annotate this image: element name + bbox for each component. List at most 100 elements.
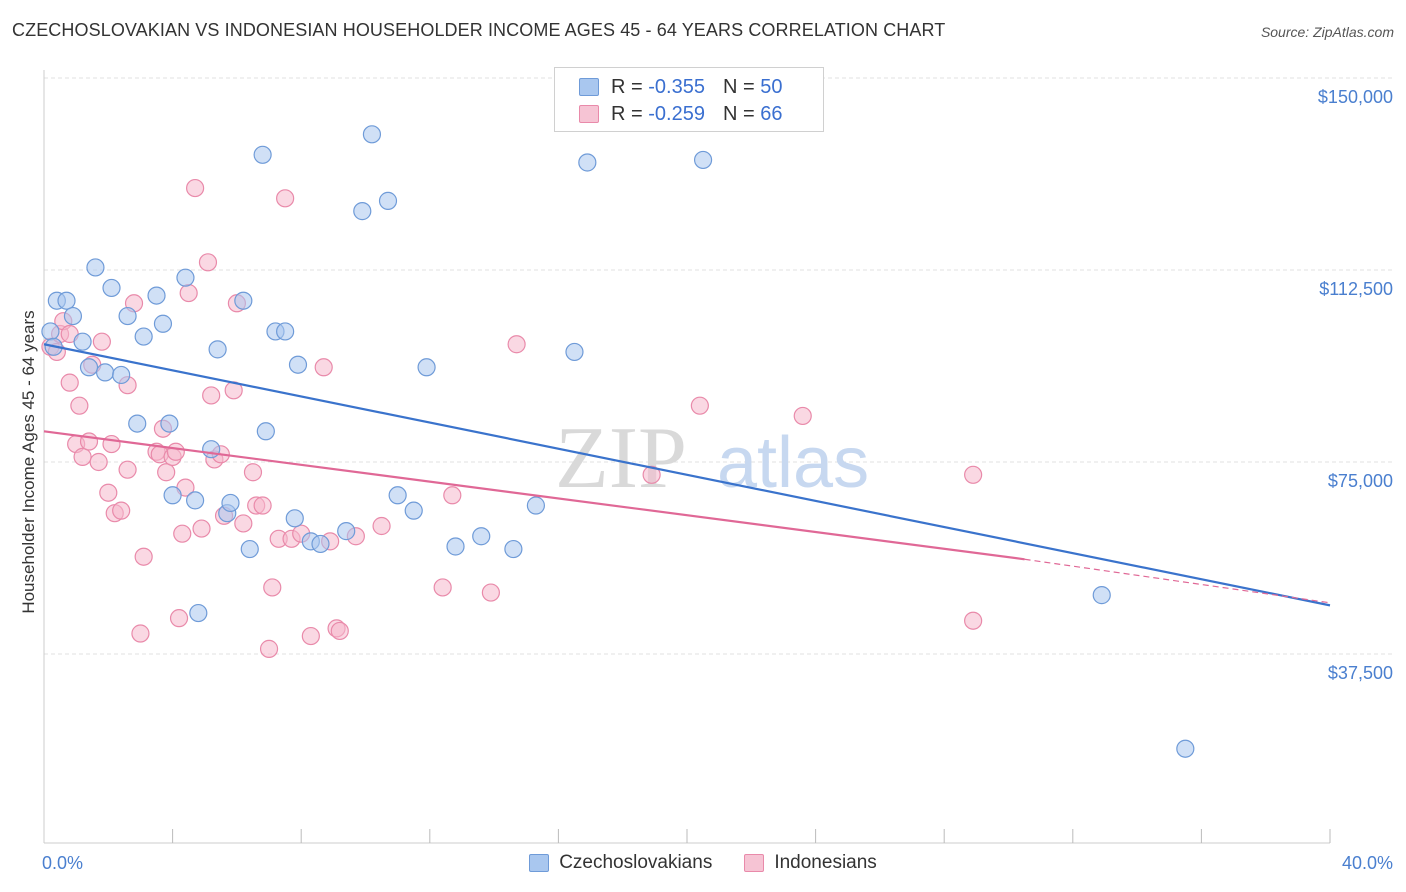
watermark-atlas: atlas — [717, 423, 869, 503]
indonesian-point — [112, 501, 131, 520]
indonesian-trend-line — [43, 430, 1025, 561]
indonesian-point — [70, 396, 89, 415]
indonesian-point — [179, 283, 198, 303]
indonesian-point — [481, 583, 500, 602]
czech-point — [362, 125, 382, 144]
indonesian-trend-extension — [1024, 558, 1331, 604]
r-label: R = — [611, 75, 643, 98]
indonesian-point — [166, 442, 185, 461]
indonesian-point — [131, 624, 150, 643]
legend-label-czech: Czechoslovakians — [559, 852, 713, 873]
y-tick-label: $150,000 — [1318, 87, 1393, 107]
y-tick-label: $112,500 — [1319, 279, 1393, 299]
indonesian-point — [793, 406, 812, 426]
czech-point — [41, 322, 60, 341]
indonesian-point — [234, 514, 253, 533]
indonesian-point — [263, 578, 282, 597]
czech-point — [79, 358, 99, 377]
series-indonesians — [41, 178, 983, 658]
czech-point — [285, 509, 304, 528]
indonesian-point — [202, 386, 221, 405]
indonesian-point — [253, 496, 272, 515]
indonesian-point — [301, 626, 320, 646]
czech-point — [153, 314, 173, 333]
x-tick-label: 40.0% — [1342, 853, 1393, 873]
indonesian-point — [642, 465, 661, 484]
indonesian-point — [102, 434, 121, 454]
series-legend: Czechoslovakians Indonesians — [0, 852, 1406, 874]
watermark-zip: ZIP — [555, 410, 687, 507]
indonesian-point — [690, 396, 709, 415]
stats-legend: R = -0.355 N = 50 R = -0.259 N = 66 — [554, 67, 824, 132]
czech-point — [1092, 586, 1111, 605]
czech-point — [276, 322, 295, 341]
indonesian-point — [443, 486, 462, 505]
czech-point — [189, 603, 208, 623]
czech-point — [73, 332, 92, 351]
indonesian-point — [73, 447, 92, 466]
chart-title: CZECHOSLOVAKIAN VS INDONESIAN HOUSEHOLDE… — [12, 20, 946, 40]
n-value-czech: 50 — [760, 75, 783, 98]
tick-labels: $150,000 $112,500 $75,000 $37,500 0.0% 40.0% — [42, 87, 1393, 873]
y-axis-label: Householder Income Ages 45 - 64 years — [19, 310, 38, 613]
legend-item-czechoslovakians: Czechoslovakians — [529, 852, 712, 874]
indonesian-point — [60, 373, 79, 392]
indonesian-point — [99, 483, 118, 502]
indonesian-point — [169, 609, 189, 628]
czech-point — [63, 306, 83, 326]
czech-point — [253, 145, 272, 164]
czech-point — [160, 414, 179, 433]
indonesian-point — [173, 524, 192, 543]
indonesian-point — [186, 178, 205, 198]
czech-point — [311, 534, 330, 554]
czech-point — [472, 527, 491, 546]
czech-point — [176, 268, 195, 287]
czech-point — [353, 202, 372, 221]
czech-point — [565, 342, 584, 362]
czech-point — [693, 150, 713, 170]
czech-point — [417, 358, 436, 377]
indonesian-point — [157, 463, 176, 482]
czech-point — [578, 153, 597, 172]
r-value-czech: -0.355 — [648, 75, 705, 98]
y-tick-label: $75,000 — [1328, 471, 1393, 491]
czech-point — [446, 537, 465, 556]
czech-point — [388, 486, 407, 505]
czech-point — [221, 493, 240, 513]
czech-point — [95, 363, 115, 382]
czech-point — [134, 327, 153, 346]
czech-point — [86, 258, 105, 277]
czech-point — [128, 414, 147, 433]
legend-swatch-indo — [744, 854, 765, 872]
indonesian-point — [192, 519, 211, 538]
indonesian-point — [330, 621, 349, 641]
indonesian-point — [314, 358, 333, 377]
czech-point — [163, 486, 182, 505]
czech-point — [102, 278, 121, 298]
trend-lines — [43, 343, 1331, 607]
czech-point — [337, 522, 356, 541]
czech-point — [186, 491, 205, 510]
indonesian-point — [89, 452, 108, 472]
indonesian-point — [433, 578, 452, 597]
czech-trend-line — [43, 343, 1331, 607]
indo-swatch — [579, 105, 599, 123]
indonesian-point — [243, 463, 263, 482]
indonesian-point — [964, 465, 983, 484]
n-label: N = — [722, 102, 755, 125]
indonesian-point — [372, 516, 391, 536]
indonesian-point — [964, 611, 983, 630]
y-tick-label: $37,500 — [1328, 663, 1393, 683]
x-tick-label: 0.0% — [42, 853, 83, 873]
czech-point — [504, 539, 523, 559]
indonesian-point — [118, 460, 137, 479]
r-value-indo: -0.259 — [648, 102, 705, 125]
indonesian-point — [276, 189, 295, 208]
czech-point — [1176, 739, 1195, 758]
r-label: R = — [611, 102, 643, 125]
chart-source: Source: ZipAtlas.com — [1260, 24, 1394, 40]
czech-point — [202, 440, 221, 459]
czech-point — [240, 539, 259, 559]
stats-row-indonesians: R = -0.259 N = 66 — [579, 103, 782, 125]
indonesian-point — [198, 253, 218, 272]
